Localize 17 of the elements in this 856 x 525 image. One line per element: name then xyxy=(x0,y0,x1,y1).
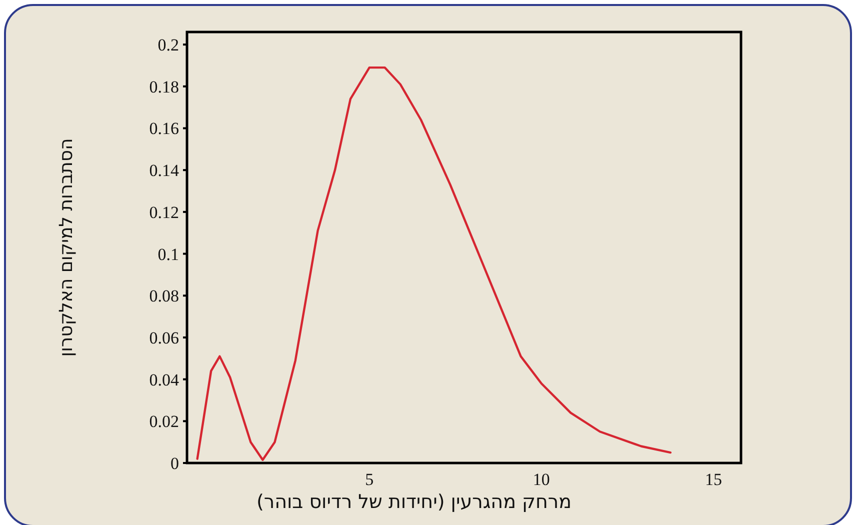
y-tick-label: 0.06 xyxy=(149,328,179,348)
x-tick-label: 5 xyxy=(365,470,374,489)
x-tick-label: 15 xyxy=(704,470,722,489)
y-tick-label: 0.08 xyxy=(149,286,179,306)
y-tick-label: 0.12 xyxy=(149,202,179,222)
y-axis-title: הסתברות למיקום האלקטרון xyxy=(56,138,77,357)
x-tick-label: 10 xyxy=(532,470,550,489)
y-tick-label: 0 xyxy=(170,454,179,473)
y-tick-label: 0.2 xyxy=(158,36,179,55)
y-tick-label: 0.02 xyxy=(149,412,179,432)
y-tick-label: 0.18 xyxy=(149,77,179,96)
y-tick-label: 0.04 xyxy=(149,370,180,390)
y-tick-label: 0.14 xyxy=(149,161,180,180)
y-tick-label: 0.16 xyxy=(149,119,179,138)
line-series xyxy=(196,66,672,461)
y-tick-label: 0.1 xyxy=(158,244,179,264)
x-axis-title: מרחק מהגרעין (יחידות של רדיוס בוהר) xyxy=(256,491,572,513)
